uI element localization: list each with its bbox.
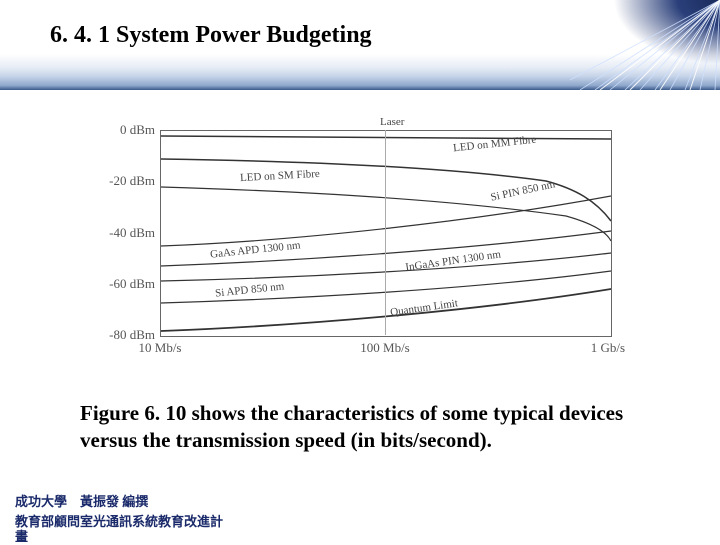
fiber-lines-decoration [540, 0, 720, 90]
footer-line-2: 教育部顧問室光通訊系統教育改進計 [15, 511, 223, 530]
y-axis-tick: -60 dBm [109, 276, 155, 292]
curve-label: Laser [380, 116, 404, 128]
x-axis-tick: 10 Mb/s [139, 340, 182, 356]
x-axis-tick: 100 Mb/s [360, 340, 409, 356]
footer-line-1: 成功大學 黃振發 編撰 [15, 491, 148, 510]
grid-line [385, 130, 386, 335]
y-axis-tick: -40 dBm [109, 225, 155, 241]
y-axis-tick: 0 dBm [120, 122, 155, 138]
plot-area [160, 130, 612, 337]
chart-svg [161, 131, 611, 336]
figure-caption: Figure 6. 10 shows the characteristics o… [80, 400, 660, 455]
x-axis-tick: 1 Gb/s [591, 340, 625, 356]
power-budget-chart: 0 dBm-20 dBm-40 dBm-60 dBm-80 dBm10 Mb/s… [95, 130, 625, 360]
y-axis-tick: -20 dBm [109, 173, 155, 189]
header-bar: 6. 4. 1 System Power Budgeting [0, 0, 720, 90]
footer-line-3: 畫 [15, 526, 28, 545]
page-title: 6. 4. 1 System Power Budgeting [50, 22, 372, 49]
